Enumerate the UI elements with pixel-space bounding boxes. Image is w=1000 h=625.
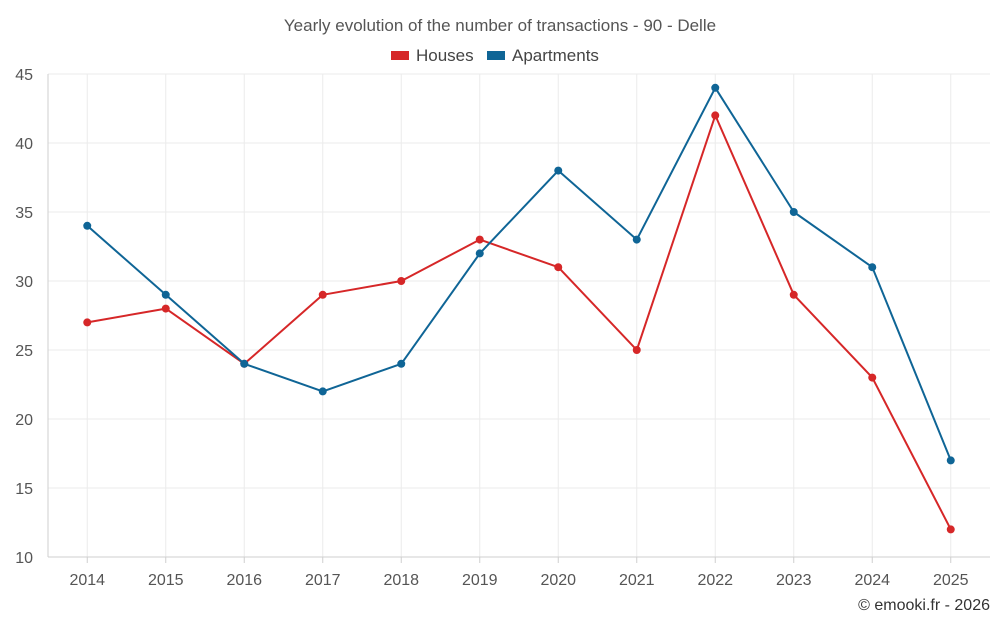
data-point-apartments[interactable] xyxy=(475,249,484,258)
data-point-houses[interactable] xyxy=(161,304,170,313)
x-tick-label: 2019 xyxy=(462,572,498,589)
data-point-houses[interactable] xyxy=(868,373,877,382)
legend-label-houses: Houses xyxy=(416,46,474,65)
data-point-apartments[interactable] xyxy=(789,208,798,216)
legend-swatch-houses xyxy=(391,51,409,60)
series-line-apartments xyxy=(86,86,952,461)
data-point-apartments[interactable] xyxy=(240,359,249,368)
series-group xyxy=(83,83,955,534)
data-point-apartments[interactable] xyxy=(632,235,641,244)
data-point-houses[interactable] xyxy=(946,525,955,534)
x-tick-label: 2025 xyxy=(933,572,969,589)
x-tick-label: 2020 xyxy=(540,572,576,589)
data-point-houses[interactable] xyxy=(554,263,563,272)
data-point-houses[interactable] xyxy=(397,277,406,285)
x-tick-label: 2024 xyxy=(854,572,890,589)
x-tick-label: 2016 xyxy=(226,572,262,589)
y-tick-label: 15 xyxy=(15,481,33,498)
y-axis: 10 15 20 25 30 35 40 45 xyxy=(15,67,49,567)
x-tick-label: 2015 xyxy=(148,572,184,589)
chart-title: Yearly evolution of the number of transa… xyxy=(284,16,716,35)
y-tick-label: 35 xyxy=(15,205,33,222)
data-point-apartments[interactable] xyxy=(554,166,563,175)
legend-item-apartments[interactable]: Apartments xyxy=(487,46,599,65)
data-point-houses[interactable] xyxy=(711,111,720,120)
y-tick-label: 10 xyxy=(15,550,33,567)
legend-swatch-apartments xyxy=(487,51,505,60)
data-point-houses[interactable] xyxy=(475,235,484,244)
data-point-apartments[interactable] xyxy=(83,221,92,230)
series-line-houses xyxy=(87,114,952,530)
x-tick-label: 2018 xyxy=(383,572,419,589)
y-tick-label: 45 xyxy=(15,67,33,84)
data-point-apartments[interactable] xyxy=(711,83,720,92)
data-point-houses[interactable] xyxy=(83,318,92,327)
y-tick-label: 25 xyxy=(15,343,33,360)
data-point-apartments[interactable] xyxy=(946,456,955,465)
y-tick-label: 30 xyxy=(15,274,33,291)
y-tick-label: 40 xyxy=(15,136,33,153)
data-point-houses[interactable] xyxy=(632,346,641,354)
x-tick-label: 2021 xyxy=(619,572,655,589)
y-tick-label: 20 xyxy=(15,412,33,429)
data-point-apartments[interactable] xyxy=(397,359,406,368)
x-tick-label: 2017 xyxy=(305,572,341,589)
x-tick-label: 2014 xyxy=(69,572,105,589)
data-point-houses[interactable] xyxy=(789,290,798,299)
x-tick-label: 2023 xyxy=(776,572,812,589)
credit-text: © emooki.fr - 2026 xyxy=(858,597,990,614)
x-tick-label: 2022 xyxy=(697,572,733,589)
legend-label-apartments: Apartments xyxy=(512,46,599,65)
legend-item-houses[interactable]: Houses xyxy=(391,46,474,65)
x-axis: 2014 2015 2016 2017 2018 2019 2020 2021 2022 2023… xyxy=(48,556,990,589)
data-point-apartments[interactable] xyxy=(318,387,327,396)
data-point-houses[interactable] xyxy=(318,290,327,299)
data-point-apartments[interactable] xyxy=(868,263,877,272)
data-point-apartments[interactable] xyxy=(161,290,170,299)
legend: Houses Apartments xyxy=(391,46,599,65)
